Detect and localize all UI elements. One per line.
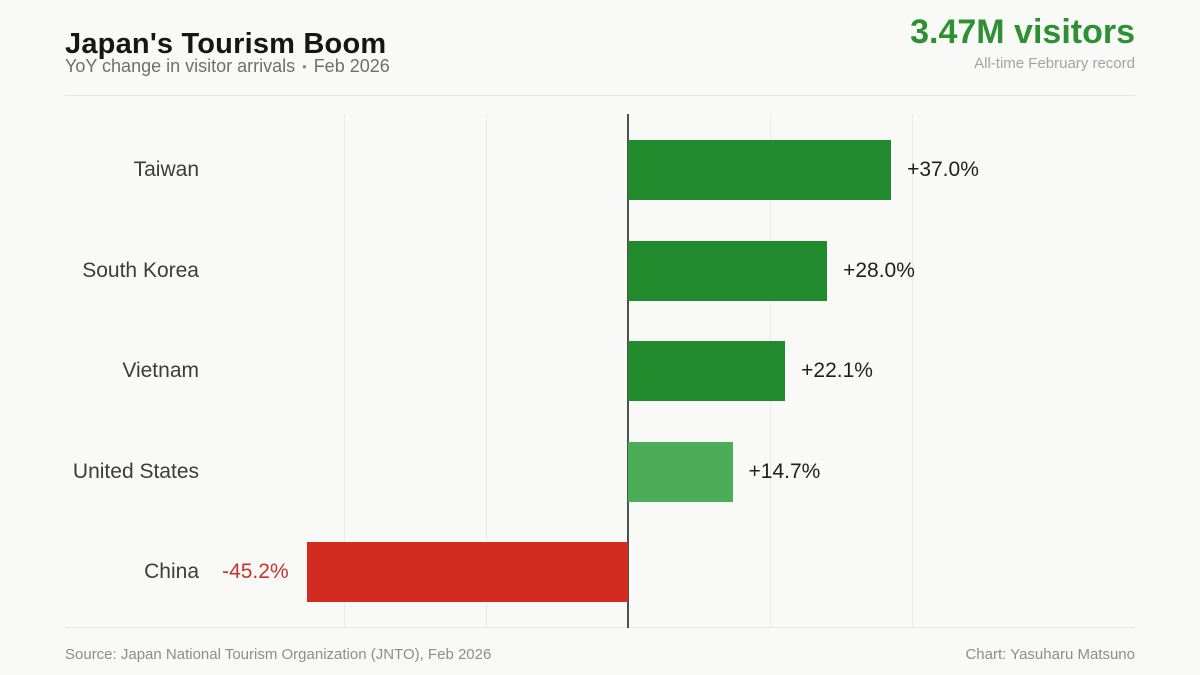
header-divider	[65, 95, 1135, 96]
category-label: China	[144, 560, 199, 583]
gridline	[912, 114, 914, 628]
chart-subtitle: YoY change in visitor arrivals • Feb 2026	[65, 56, 390, 77]
value-label: -45.2%	[222, 560, 289, 583]
bar-united-states	[628, 441, 733, 502]
bar-vietnam	[628, 341, 786, 401]
category-label: South Korea	[82, 258, 199, 282]
source-note: Source: Japan National Tourism Organizat…	[65, 646, 492, 663]
gridline	[485, 114, 487, 628]
chart-credit: Chart: Yasuharu Matsuno	[965, 646, 1135, 663]
gridline	[343, 114, 345, 628]
value-label: +22.1%	[801, 359, 873, 382]
subtitle-period: Feb 2026	[313, 56, 390, 76]
bar-taiwan	[628, 140, 892, 200]
bar-china	[306, 542, 628, 602]
x-axis-baseline	[65, 627, 1135, 628]
page-title: Japan's Tourism Boom	[65, 28, 387, 61]
category-label: Vietnam	[122, 359, 199, 382]
kpi-caption: All-time February record	[974, 55, 1135, 73]
category-label: Taiwan	[133, 158, 199, 181]
kpi-block: 3.47M visitors All-time February record	[910, 13, 1135, 73]
bar-south-korea	[628, 240, 828, 301]
subtitle-text: YoY change in visitor arrivals	[65, 56, 296, 76]
value-label: +37.0%	[907, 158, 979, 181]
dot-separator: •	[302, 59, 307, 74]
category-label: United States	[72, 459, 199, 483]
value-label: +28.0%	[843, 258, 915, 282]
kpi-value: 3.47M visitors	[910, 13, 1135, 51]
value-label: +14.7%	[748, 459, 821, 483]
